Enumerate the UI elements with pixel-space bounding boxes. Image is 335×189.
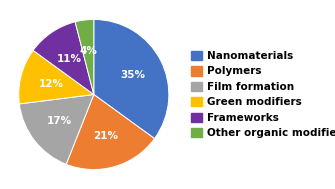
Text: 17%: 17%: [47, 116, 72, 126]
Text: 11%: 11%: [57, 53, 82, 64]
Text: 4%: 4%: [79, 46, 97, 56]
Text: 12%: 12%: [39, 79, 64, 89]
Wedge shape: [19, 50, 94, 104]
Legend: Nanomaterials, Polymers, Film formation, Green modifiers, Frameworks, Other orga: Nanomaterials, Polymers, Film formation,…: [189, 49, 335, 140]
Wedge shape: [75, 19, 94, 94]
Wedge shape: [66, 94, 154, 170]
Wedge shape: [19, 94, 94, 164]
Wedge shape: [94, 19, 169, 139]
Wedge shape: [33, 22, 94, 94]
Text: 35%: 35%: [120, 70, 145, 80]
Text: 21%: 21%: [93, 131, 119, 141]
